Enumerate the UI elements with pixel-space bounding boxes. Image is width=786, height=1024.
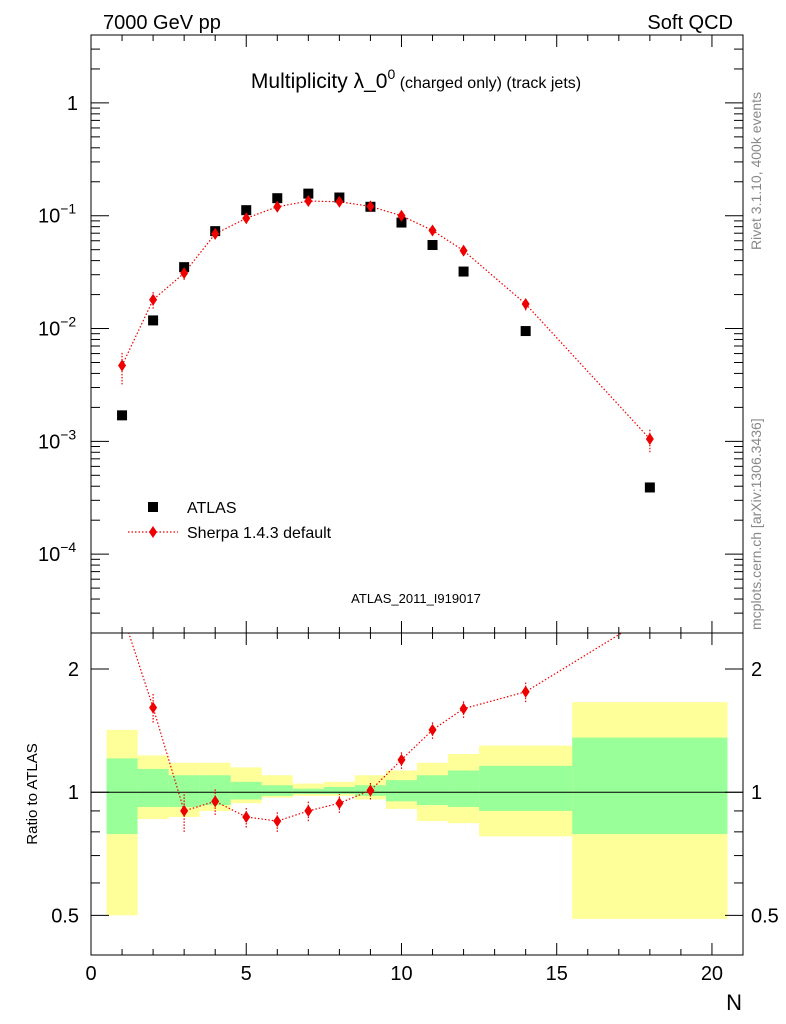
sherpa-data-point xyxy=(211,227,220,240)
tick-base: 10 xyxy=(38,206,60,228)
ratio-sherpa-point xyxy=(211,795,220,808)
sherpa-data-point xyxy=(304,195,313,208)
sherpa-data-point xyxy=(149,293,158,306)
atlas-data-point xyxy=(644,482,655,493)
sherpa-data-point xyxy=(118,359,127,372)
sherpa-data-point xyxy=(273,200,282,213)
ratio-x-tick-label: 20 xyxy=(701,963,723,985)
atlas-data-point xyxy=(117,410,128,421)
ratio-frame xyxy=(90,632,744,956)
ratio-series-group xyxy=(128,633,623,832)
x-axis-label: N xyxy=(726,990,742,1015)
ratio-x-tick-label: 0 xyxy=(85,963,96,985)
ratio-sherpa-point xyxy=(335,797,344,810)
ratio-band-green xyxy=(448,770,480,808)
chart-title-main: Multiplicity λ_0 xyxy=(251,70,388,93)
main-y-tick-label: 10−3 xyxy=(38,426,76,453)
sherpa-data-point xyxy=(459,244,468,257)
ratio-y-tick-label-right: 1 xyxy=(751,782,762,804)
ratio-band-green xyxy=(106,758,138,835)
tick-base: 10 xyxy=(38,431,60,453)
header-right-label: Soft QCD xyxy=(647,12,733,34)
ratio-sherpa-point xyxy=(459,702,468,715)
ratio-y-tick-label-right: 0.5 xyxy=(751,905,779,927)
main-y-tick-label: 1 xyxy=(67,93,78,115)
main-y-tick-label: 10−1 xyxy=(38,201,76,228)
sherpa-data-point xyxy=(366,200,375,213)
ratio-sherpa-point xyxy=(180,804,189,817)
legend-atlas-label: ATLAS xyxy=(187,500,237,517)
tick-exponent: −1 xyxy=(60,201,76,217)
atlas-data-point xyxy=(303,188,314,199)
atlas-data-point xyxy=(241,205,252,216)
sherpa-data-point xyxy=(428,224,437,237)
atlas-data-point xyxy=(148,315,159,326)
tick-exponent: −4 xyxy=(60,539,76,555)
analysis-label: ATLAS_2011_I919017 xyxy=(351,591,481,606)
atlas-data-point xyxy=(427,240,438,251)
atlas-data-point xyxy=(520,326,531,337)
ratio-band-green xyxy=(572,737,728,835)
atlas-data-point xyxy=(272,193,283,204)
tick-exponent: −3 xyxy=(60,426,76,442)
side-label-bottom: mcplots.cern.ch [arXiv:1306.3436] xyxy=(748,418,764,630)
legend-sherpa-marker xyxy=(149,526,157,538)
ratio-sherpa-point xyxy=(397,753,406,766)
atlas-data-point xyxy=(396,217,407,228)
ratio-band-green xyxy=(323,786,355,794)
ratio-y-axis-label: Ratio to ATLAS xyxy=(24,743,41,844)
ratio-sherpa-point xyxy=(521,685,530,698)
side-label-top: Rivet 3.1.10, 400k events xyxy=(748,92,764,250)
ratio-band-green xyxy=(137,768,169,808)
ratio-sherpa-point xyxy=(366,784,375,797)
main-frame xyxy=(90,34,744,634)
header-left-label: 7000 GeV pp xyxy=(103,12,221,34)
legend-sherpa-label: Sherpa 1.4.3 default xyxy=(187,525,332,542)
chart-title-suffix: (charged only) (track jets) xyxy=(395,75,581,92)
atlas-data-point xyxy=(458,266,469,277)
sherpa-data-point xyxy=(242,212,251,225)
ratio-band-green xyxy=(261,785,293,796)
ratio-y-tick-label-left: 0.5 xyxy=(51,905,79,927)
ratio-sherpa-point xyxy=(149,701,158,714)
ratio-bands xyxy=(106,702,728,919)
ratio-x-tick-label: 15 xyxy=(546,963,568,985)
sherpa-data-point xyxy=(521,297,530,310)
ratio-band-green xyxy=(292,788,324,794)
tick-base: 10 xyxy=(38,544,60,566)
chart-title: Multiplicity λ_00 (charged only) (track … xyxy=(251,66,581,93)
ratio-band-green xyxy=(479,765,573,811)
sherpa-data-point xyxy=(180,267,189,280)
ratio-band-green xyxy=(417,775,449,806)
sherpa-data-point xyxy=(335,195,344,208)
legend-atlas-marker xyxy=(148,502,158,512)
ratio-band-green xyxy=(168,775,200,808)
sherpa-data-point xyxy=(645,432,654,445)
ratio-panel: 0 5 10 15 20 0.5 0.5 1 1 2 2 Ratio to ATLAS N xyxy=(24,632,779,1015)
ratio-sherpa-point xyxy=(242,810,251,823)
ratio-sherpa-point xyxy=(428,723,437,736)
ratio-sherpa-point xyxy=(273,815,282,828)
ratio-sherpa-line xyxy=(128,633,623,822)
sherpa-data-point xyxy=(397,209,406,222)
ratio-y-tick-label-left: 2 xyxy=(68,659,79,681)
ratio-sherpa-point xyxy=(304,804,313,817)
main-y-tick-label: 10−4 xyxy=(38,539,76,566)
ratio-y-tick-label-left: 1 xyxy=(68,782,79,804)
chart-title-sup: 0 xyxy=(387,66,395,82)
main-y-tick-label: 10−2 xyxy=(38,314,76,341)
tick-exponent: −2 xyxy=(60,314,76,330)
ratio-x-tick-label: 5 xyxy=(241,963,252,985)
ratio-x-tick-label: 10 xyxy=(390,963,412,985)
ratio-y-tick-label-right: 2 xyxy=(751,659,762,681)
sherpa-series-line xyxy=(121,200,651,440)
tick-base: 10 xyxy=(38,319,60,341)
ratio-band-green xyxy=(230,781,262,800)
ratio-band-green xyxy=(385,780,417,802)
